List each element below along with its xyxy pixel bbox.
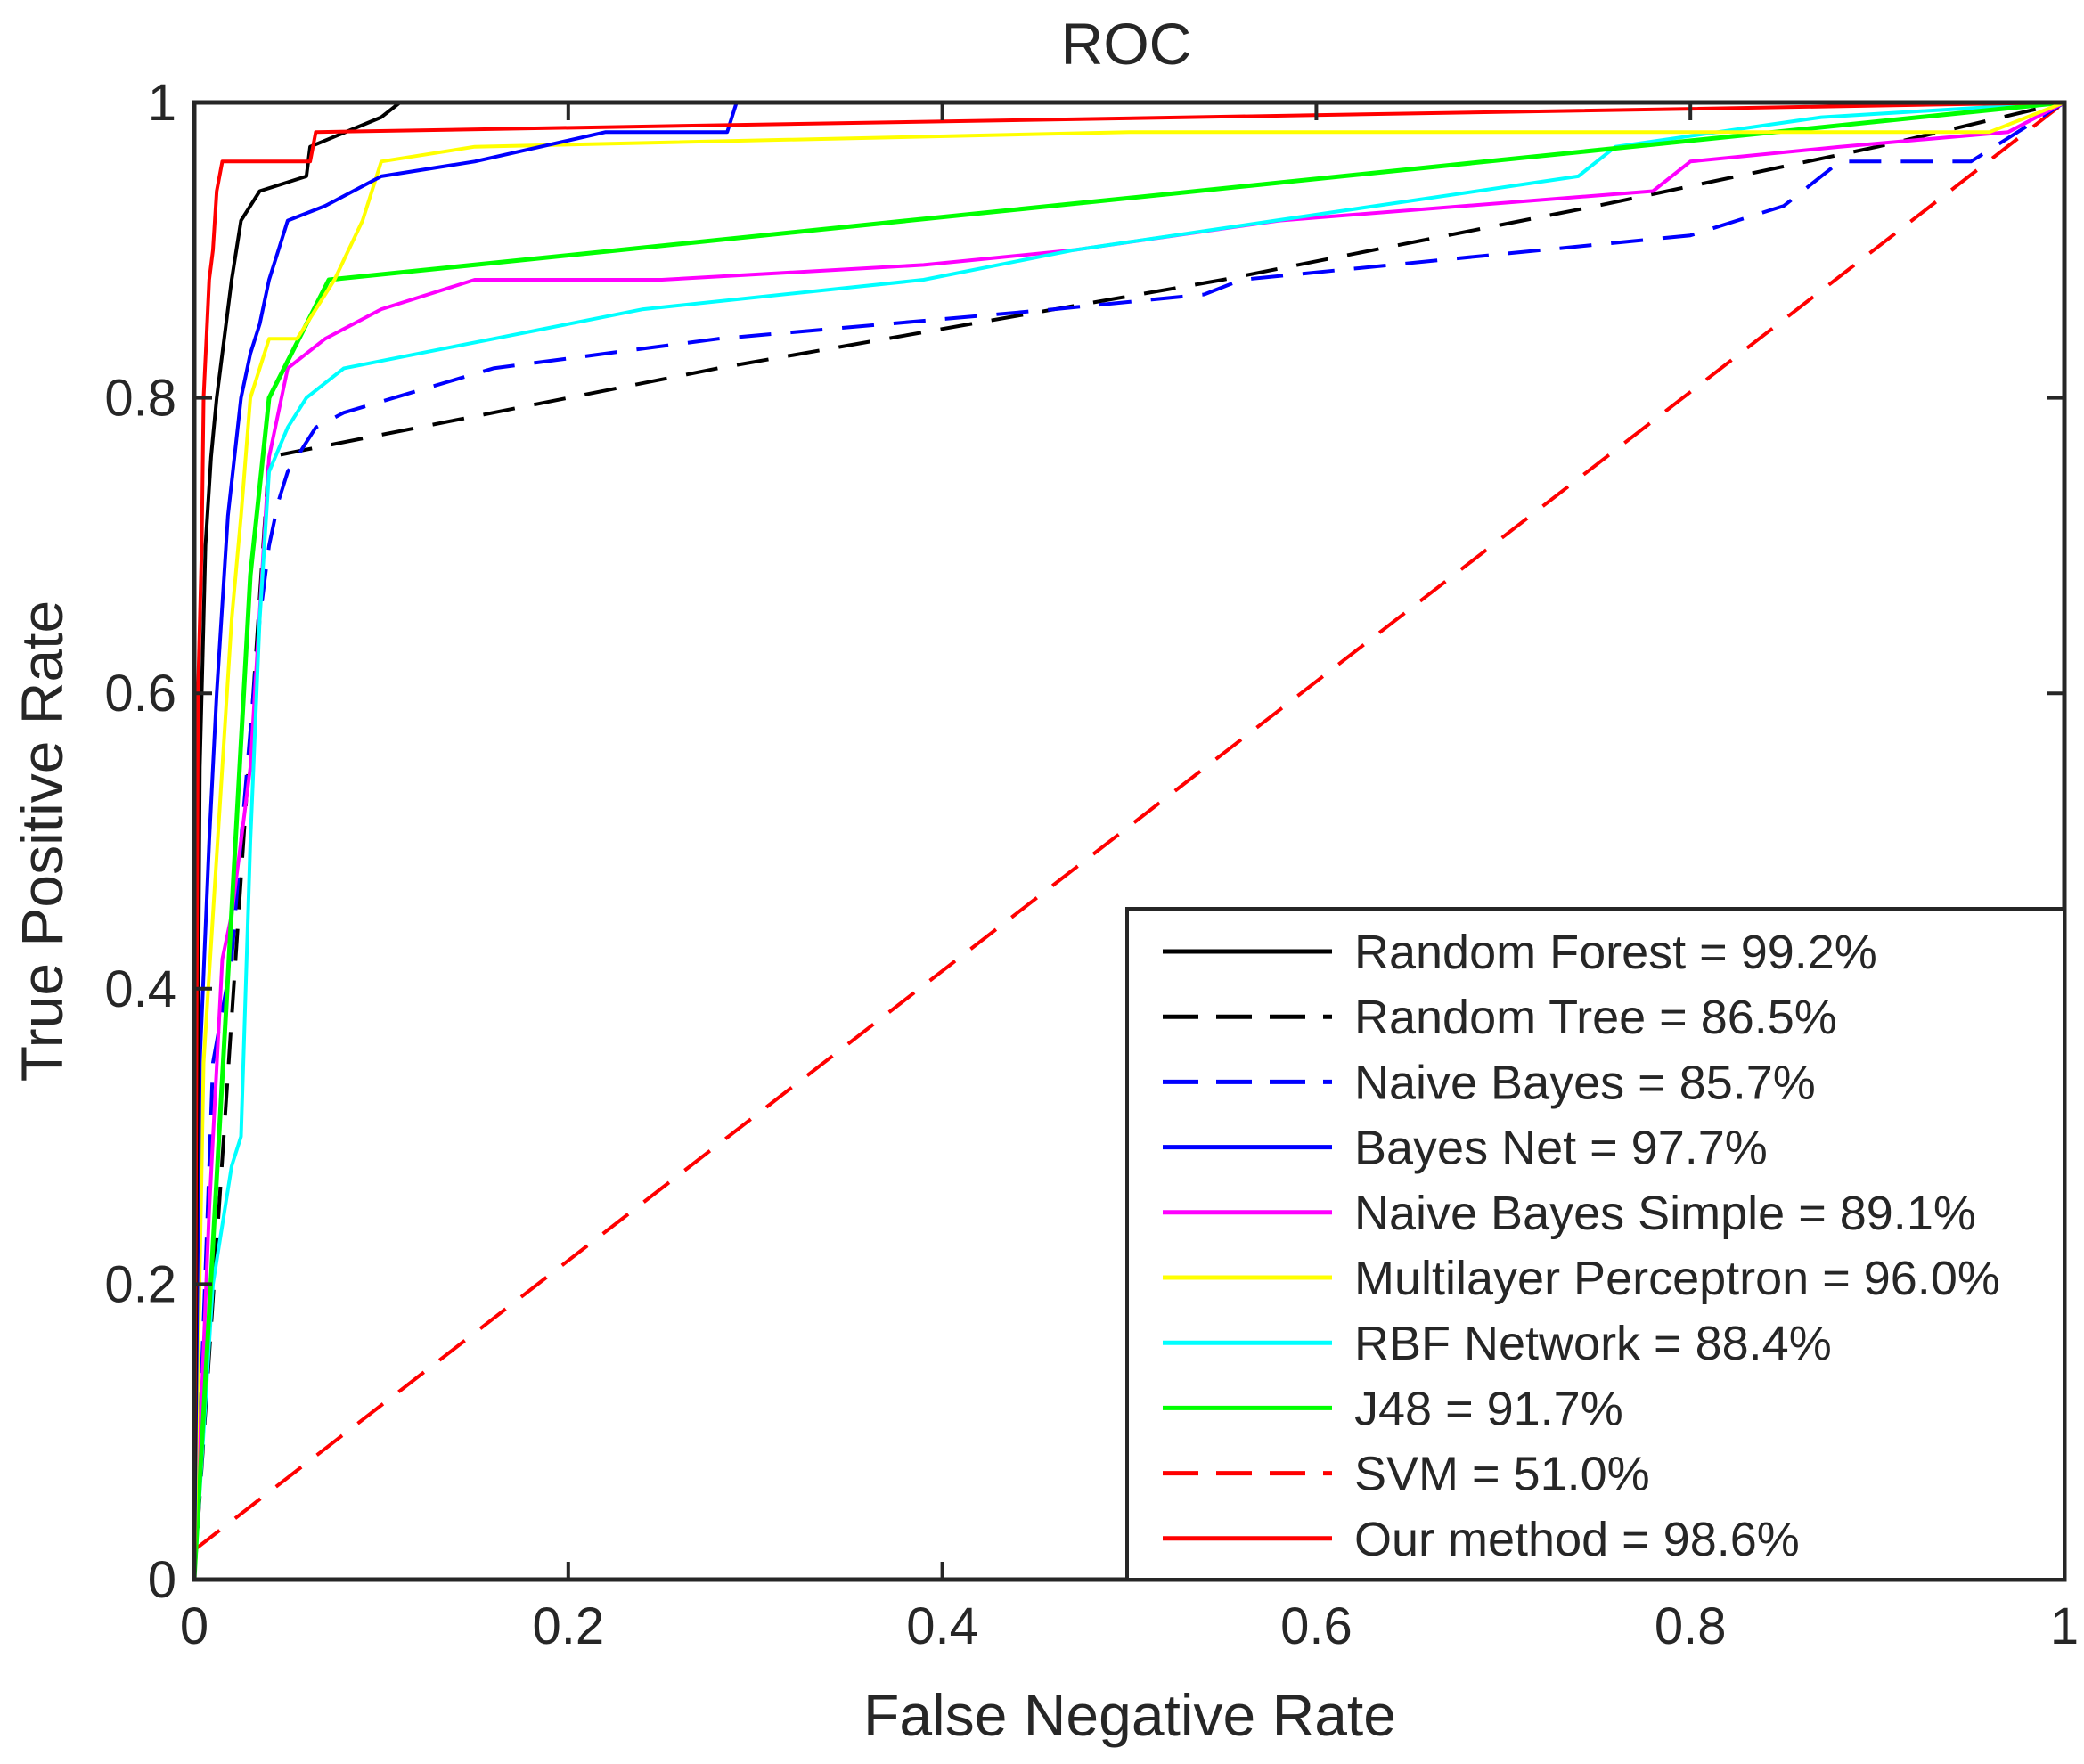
y-tick-label: 0 <box>148 1551 176 1609</box>
y-tick-label: 0.8 <box>104 370 176 428</box>
ticks-layer: 0 0.2 0.4 0.6 0.8 1 0 0.2 0.4 0.6 0.8 1 <box>104 74 2079 1655</box>
y-tick-label: 0.4 <box>104 960 176 1018</box>
series-line-multilayer-perceptron <box>192 101 2065 1580</box>
legend-entry: Bayes Net = 97.7% <box>1163 1122 1768 1175</box>
x-axis-label: False Negative Rate <box>863 1682 1396 1748</box>
legend: Random Forest = 99.2% Random Tree = 86.5%… <box>1125 907 2066 1581</box>
x-tick-label: 0.2 <box>532 1597 604 1655</box>
y-axis-label: True Positive Rate <box>9 600 75 1082</box>
y-tick-label: 1 <box>148 74 176 132</box>
series-line-random-tree <box>192 101 2065 1580</box>
legend-label: J48 = 91.7% <box>1354 1382 1623 1435</box>
chart-title: ROC <box>1061 11 1192 77</box>
legend-entry: Our method = 98.6% <box>1163 1513 1800 1566</box>
legend-entry: RBF Network = 88.4% <box>1163 1317 1832 1370</box>
series-line-our-method <box>192 101 2065 1580</box>
legend-label: Multilayer Perceptron = 96.0% <box>1354 1252 2000 1305</box>
x-tick-label: 0.8 <box>1655 1597 1727 1655</box>
legend-entry: Naive Bayes = 85.7% <box>1163 1056 1816 1109</box>
series-line-rbf-network <box>192 101 2065 1580</box>
legend-entry: J48 = 91.7% <box>1163 1382 1623 1435</box>
y-tick-label: 0.2 <box>104 1255 176 1313</box>
legend-label: Naive Bayes = 85.7% <box>1354 1056 1816 1109</box>
legend-entries: Random Forest = 99.2% Random Tree = 86.5%… <box>1163 926 2000 1566</box>
legend-label: Random Forest = 99.2% <box>1354 926 1877 979</box>
legend-entry: Random Forest = 99.2% <box>1163 926 1877 979</box>
x-tick-label: 0.6 <box>1280 1597 1353 1655</box>
legend-label: SVM = 51.0% <box>1354 1448 1650 1501</box>
x-tick-label: 0.4 <box>906 1597 978 1655</box>
legend-entry: SVM = 51.0% <box>1163 1448 1650 1501</box>
x-tick-label: 1 <box>2050 1597 2079 1655</box>
legend-label: Naive Bayes Simple = 89.1% <box>1354 1187 1976 1240</box>
series-line-j48 <box>192 100 2065 1580</box>
legend-label: Random Tree = 86.5% <box>1354 991 1837 1044</box>
legend-entry: Naive Bayes Simple = 89.1% <box>1163 1187 1976 1240</box>
series-layer <box>192 100 2066 1580</box>
legend-entry: Multilayer Perceptron = 96.0% <box>1163 1252 2000 1305</box>
legend-label: Our method = 98.6% <box>1354 1513 1800 1566</box>
y-tick-label: 0.6 <box>104 665 176 723</box>
legend-label: RBF Network = 88.4% <box>1354 1317 1832 1370</box>
series-line-bayes-net <box>192 101 2064 1580</box>
series-line-random-forest <box>192 101 2064 1580</box>
legend-entry: Random Tree = 86.5% <box>1163 991 1837 1044</box>
x-tick-label: 0 <box>180 1597 208 1655</box>
legend-box <box>1125 907 2066 1581</box>
legend-label: Bayes Net = 97.7% <box>1354 1122 1768 1175</box>
series-line-naive-bayes <box>192 101 2066 1580</box>
series-line-svm <box>192 101 2066 1552</box>
